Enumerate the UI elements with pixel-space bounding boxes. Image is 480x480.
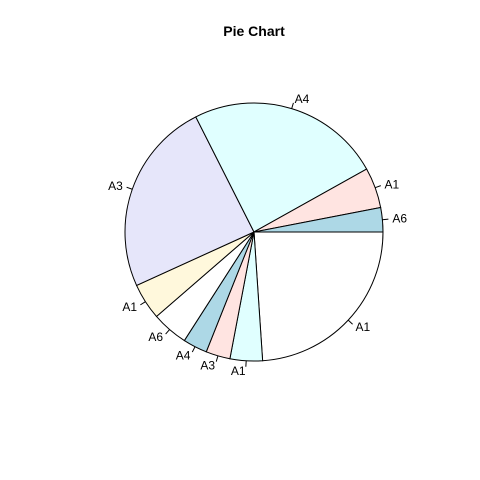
pie-tick-10 (382, 218, 389, 221)
pie-label-8: A4 (295, 92, 310, 106)
pie-tick-6 (140, 301, 146, 306)
pie-label-3: A3 (200, 358, 215, 372)
pie-label-10: A6 (392, 212, 407, 226)
pie-label-6: A1 (122, 300, 137, 314)
pie-tick-9 (374, 185, 381, 189)
pie-label-9: A1 (385, 177, 400, 191)
pie-label-7: A3 (108, 179, 123, 193)
pie-label-5: A6 (148, 330, 163, 344)
chart-title: Pie Chart (223, 23, 285, 39)
pie-tick-5 (165, 329, 170, 335)
pie-tick-3 (215, 355, 219, 362)
pie-label-2: A1 (231, 364, 246, 378)
pie-tick-8 (291, 102, 294, 109)
pie-slice-7 (124, 116, 255, 287)
pie-tick-7 (126, 186, 133, 190)
pie-label-1: A1 (356, 320, 371, 334)
pie-label-4: A4 (176, 349, 191, 363)
pie-tick-4 (191, 346, 196, 353)
pie-tick-1 (347, 319, 353, 325)
pie-labels: A1 A1 A3 A4 A6 A1 A3 A4 A1 A6 (108, 92, 407, 378)
pie-slice-8 (195, 102, 368, 233)
pie-slices (124, 102, 384, 362)
pie-slice-1 (253, 231, 384, 362)
